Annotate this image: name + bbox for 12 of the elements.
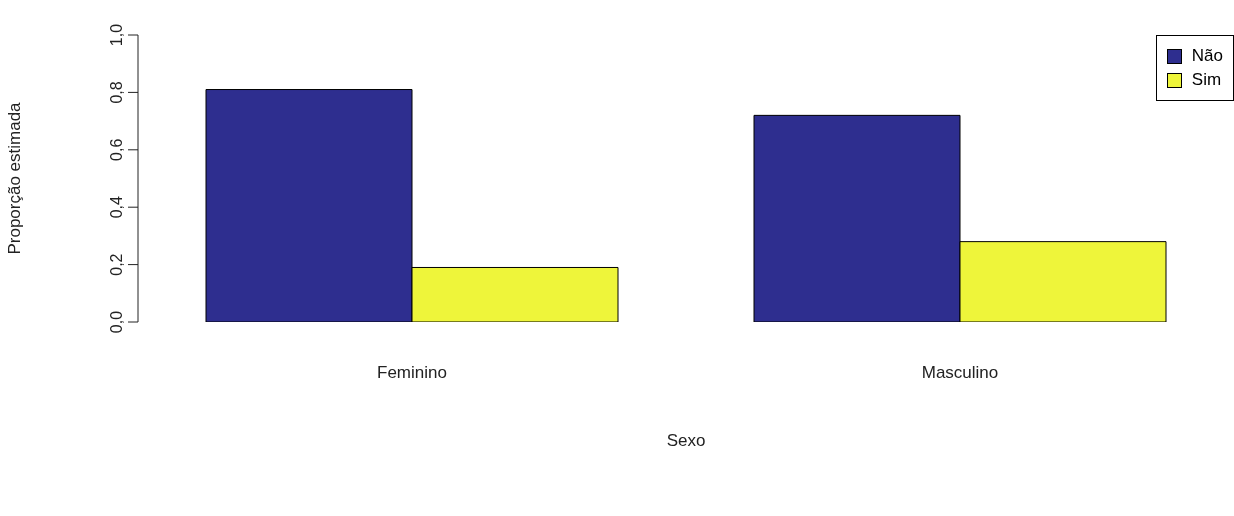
x-tick-label: Feminino <box>377 363 447 383</box>
y-axis-title: Proporção estimada <box>5 101 25 255</box>
y-tick-label: 0,8 <box>108 81 125 104</box>
x-tick-label: Masculino <box>921 363 999 383</box>
x-axis-title: Sexo <box>666 431 706 450</box>
y-tick-label: 0,0 <box>108 310 125 334</box>
y-tick-label: 0,2 <box>108 253 125 276</box>
y-tick-label: 0,6 <box>108 138 125 161</box>
y-tick-label: 1,0 <box>108 23 125 47</box>
y-tick-label: 0,4 <box>108 195 125 219</box>
legend-label: Não <box>1191 45 1223 67</box>
legend-label: Sim <box>1191 69 1222 91</box>
